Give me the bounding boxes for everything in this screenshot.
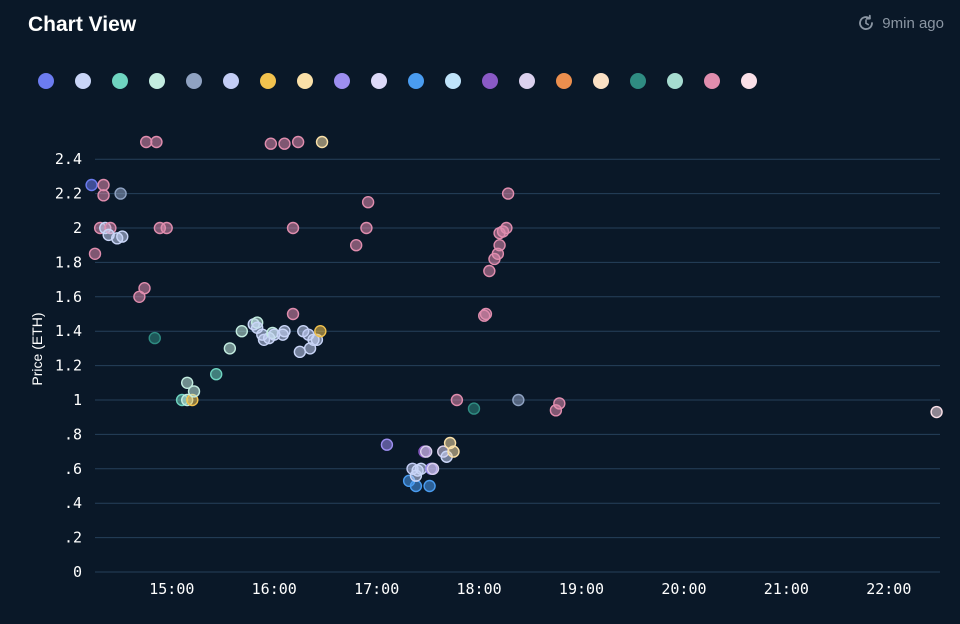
legend-dot[interactable] — [112, 73, 128, 89]
refresh-label: 9min ago — [882, 14, 944, 32]
legend-dot[interactable] — [223, 73, 239, 89]
data-point — [409, 479, 423, 493]
y-tick-label: 2.4 — [55, 150, 82, 168]
legend-dot[interactable] — [704, 73, 720, 89]
y-tick-label: .6 — [64, 460, 82, 478]
data-point — [360, 221, 373, 235]
legend-dot[interactable] — [556, 73, 572, 89]
data-point — [140, 135, 153, 149]
legend-dot[interactable] — [371, 73, 387, 89]
data-point — [160, 221, 173, 235]
data-point — [314, 325, 327, 338]
y-tick-label: 1.2 — [55, 357, 82, 375]
page-title: Chart View — [28, 13, 137, 36]
legend-dot[interactable] — [297, 73, 313, 89]
data-point — [88, 247, 102, 261]
data-point — [148, 331, 161, 345]
x-tick-label: 20:00 — [661, 580, 706, 598]
data-point — [930, 405, 943, 419]
data-point — [553, 397, 566, 410]
y-tick-label: 2 — [73, 219, 82, 237]
y-tick-label: 1.8 — [55, 253, 82, 271]
x-tick-label: 16:00 — [252, 580, 297, 598]
x-tick-label: 15:00 — [149, 580, 194, 598]
data-point — [500, 221, 513, 235]
data-point — [180, 376, 194, 389]
data-point — [423, 479, 436, 493]
legend — [38, 73, 757, 89]
y-tick-label: .4 — [64, 494, 82, 512]
x-tick-label: 21:00 — [764, 580, 809, 598]
data-point — [447, 445, 460, 458]
data-point — [116, 230, 129, 243]
y-axis-label: Price (ETH) — [29, 312, 45, 385]
refresh-button[interactable]: 9min ago — [857, 14, 944, 32]
legend-dot[interactable] — [38, 73, 54, 89]
data-point — [512, 393, 525, 407]
x-tick-label: 22:00 — [866, 580, 911, 598]
x-tick-label: 18:00 — [457, 580, 502, 598]
data-point — [315, 135, 329, 149]
data-point — [85, 178, 98, 192]
data-point — [278, 137, 291, 150]
y-tick-label: 1.6 — [55, 288, 82, 306]
data-point — [138, 282, 151, 295]
y-tick-label: .8 — [64, 425, 82, 443]
data-point — [493, 238, 506, 252]
legend-dot[interactable] — [186, 73, 202, 89]
data-point — [414, 462, 428, 475]
legend-dot[interactable] — [667, 73, 683, 89]
legend-dot[interactable] — [593, 73, 609, 89]
data-point — [467, 402, 481, 415]
data-point — [97, 189, 110, 202]
data-point — [187, 385, 201, 398]
data-point — [380, 438, 394, 451]
data-point — [286, 307, 300, 321]
data-point — [361, 195, 375, 209]
y-tick-label: .2 — [64, 529, 82, 547]
legend-dot[interactable] — [149, 73, 165, 89]
legend-dot[interactable] — [482, 73, 498, 89]
data-point — [97, 178, 110, 192]
data-point — [479, 307, 493, 321]
legend-dot[interactable] — [334, 73, 350, 89]
legend-dot[interactable] — [741, 73, 757, 89]
y-tick-label: 2.2 — [55, 185, 82, 203]
legend-dot[interactable] — [75, 73, 91, 89]
data-point — [223, 342, 237, 355]
data-point — [114, 187, 127, 200]
data-point — [235, 325, 249, 338]
data-point — [291, 135, 305, 149]
data-point — [150, 135, 163, 149]
legend-dot[interactable] — [260, 73, 276, 89]
x-tick-label: 19:00 — [559, 580, 604, 598]
legend-dot[interactable] — [445, 73, 461, 89]
data-point — [264, 137, 278, 150]
data-point — [278, 325, 291, 338]
data-point — [419, 445, 433, 458]
data-point — [483, 264, 496, 278]
refresh-icon — [857, 14, 875, 32]
data-point — [450, 393, 464, 407]
data-point — [286, 221, 300, 235]
data-point — [210, 368, 223, 381]
data-point — [349, 238, 363, 252]
legend-dot[interactable] — [630, 73, 646, 89]
data-point — [501, 187, 515, 200]
data-point — [293, 345, 307, 359]
x-tick-label: 17:00 — [354, 580, 399, 598]
data-point — [426, 462, 440, 475]
legend-dot[interactable] — [519, 73, 535, 89]
y-tick-label: 1 — [73, 391, 82, 409]
legend-dot[interactable] — [408, 73, 424, 89]
y-tick-label: 1.4 — [55, 322, 82, 340]
y-tick-label: 0 — [73, 563, 82, 581]
